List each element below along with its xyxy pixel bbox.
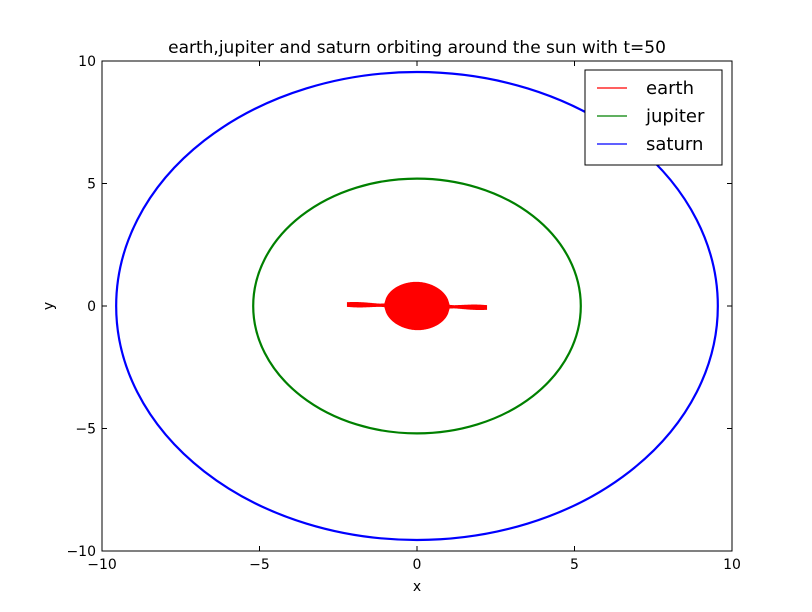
x-tick-label: 5 — [570, 557, 579, 573]
series-saturn-orbit — [115, 70, 719, 542]
x-axis-label: x — [413, 579, 421, 595]
chart-title: earth,jupiter and saturn orbiting around… — [168, 38, 666, 58]
series-earth-orbit — [346, 281, 488, 331]
x-tick-label: −5 — [249, 557, 270, 573]
legend: earth jupiter saturn — [584, 69, 723, 166]
ticks: −10 −5 0 5 10 −10 −5 0 5 10 — [66, 54, 740, 573]
y-tick-label: −10 — [66, 544, 96, 560]
legend-label-earth: earth — [646, 78, 694, 99]
x-tick-label: 0 — [413, 557, 422, 573]
series-jupiter-orbit — [252, 177, 582, 435]
legend-label-jupiter: jupiter — [645, 106, 705, 127]
y-tick-label: 10 — [78, 54, 96, 70]
x-tick-label: −10 — [87, 557, 117, 573]
y-axis-label: y — [41, 302, 57, 310]
y-tick-label: 5 — [87, 177, 96, 193]
legend-box — [584, 69, 723, 166]
x-tick-label: 10 — [723, 557, 741, 573]
y-tick-label: 0 — [87, 299, 96, 315]
legend-label-saturn: saturn — [646, 134, 703, 155]
plot-area — [115, 70, 719, 542]
y-tick-label: −5 — [75, 422, 96, 438]
